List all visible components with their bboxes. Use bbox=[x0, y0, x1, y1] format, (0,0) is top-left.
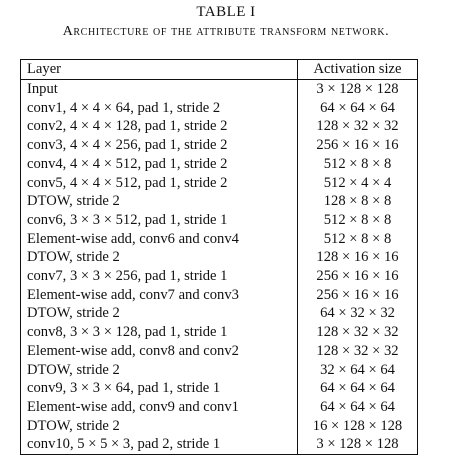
layer-cell: DTOW, stride 2 bbox=[20, 360, 298, 380]
table-row: conv8, 3 × 3 × 128, pad 1, stride 1 128 ×… bbox=[20, 323, 418, 342]
layer-cell: conv5, 4 × 4 × 512, pad 1, stride 2 bbox=[20, 173, 298, 193]
layer-cell: conv1, 4 × 4 × 64, pad 1, stride 2 bbox=[20, 98, 298, 118]
layer-cell: DTOW, stride 2 bbox=[20, 304, 298, 324]
table-row: DTOW, stride 2 128 × 8 × 8 bbox=[20, 192, 418, 211]
table-title: Architecture of the attribute transform … bbox=[62, 24, 390, 39]
table-header-row: Layer Activation size bbox=[20, 59, 418, 80]
layer-cell: Element-wise add, conv7 and conv3 bbox=[20, 285, 298, 305]
activation-size-cell: 512 × 4 × 4 bbox=[297, 173, 418, 193]
table-row: DTOW, stride 2 16 × 128 × 128 bbox=[20, 416, 418, 436]
table-caption: TABLE I Architecture of the attribute tr… bbox=[0, 4, 452, 40]
table-row: Input 3 × 128 × 128 bbox=[20, 79, 418, 99]
table-row: Element-wise add, conv9 and conv1 64 × 64… bbox=[20, 397, 418, 417]
activation-size-cell: 32 × 64 × 64 bbox=[297, 360, 418, 380]
table-row: conv3, 4 × 4 × 256, pad 1, stride 2 256 ×… bbox=[20, 136, 418, 155]
layer-cell: conv6, 3 × 3 × 512, pad 1, stride 1 bbox=[20, 210, 298, 230]
activation-size-cell: 64 × 64 × 64 bbox=[297, 379, 418, 398]
layer-cell: conv3, 4 × 4 × 256, pad 1, stride 2 bbox=[20, 136, 298, 155]
table-row: conv2, 4 × 4 × 128, pad 1, stride 2 128 ×… bbox=[20, 117, 418, 137]
layer-cell: DTOW, stride 2 bbox=[20, 192, 298, 211]
layer-cell: conv2, 4 × 4 × 128, pad 1, stride 2 bbox=[20, 117, 298, 137]
activation-size-cell: 128 × 8 × 8 bbox=[297, 192, 418, 211]
layer-cell: conv4, 4 × 4 × 512, pad 1, stride 2 bbox=[20, 154, 298, 174]
table-row: conv4, 4 × 4 × 512, pad 1, stride 2 512 ×… bbox=[20, 154, 418, 174]
layer-cell: conv7, 3 × 3 × 256, pad 1, stride 1 bbox=[20, 267, 298, 286]
activation-size-cell: 64 × 64 × 64 bbox=[297, 397, 418, 417]
activation-size-cell: 512 × 8 × 8 bbox=[297, 154, 418, 174]
table-row: DTOW, stride 2 128 × 16 × 16 bbox=[20, 248, 418, 268]
activation-size-cell: 512 × 8 × 8 bbox=[297, 210, 418, 230]
activation-size-cell: 64 × 32 × 32 bbox=[297, 304, 418, 324]
layer-cell: Input bbox=[20, 79, 298, 99]
activation-size-cell: 128 × 32 × 32 bbox=[297, 323, 418, 342]
header-activation-size: Activation size bbox=[297, 59, 418, 80]
header-layer: Layer bbox=[20, 59, 298, 80]
table-label: TABLE I bbox=[196, 4, 256, 20]
activation-size-cell: 16 × 128 × 128 bbox=[297, 416, 418, 436]
table-row: conv7, 3 × 3 × 256, pad 1, stride 1 256 ×… bbox=[20, 267, 418, 286]
layer-cell: conv10, 5 × 5 × 3, pad 2, stride 1 bbox=[20, 435, 298, 456]
table-row: conv9, 3 × 3 × 64, pad 1, stride 1 64 × 6… bbox=[20, 379, 418, 398]
table-row: Element-wise add, conv6 and conv4 512 × 8… bbox=[20, 229, 418, 249]
layer-cell: DTOW, stride 2 bbox=[20, 416, 298, 436]
layer-cell: Element-wise add, conv9 and conv1 bbox=[20, 397, 298, 417]
layer-cell: DTOW, stride 2 bbox=[20, 248, 298, 268]
table-body: Input 3 × 128 × 128 conv1, 4 × 4 × 64, pad… bbox=[20, 79, 418, 456]
table-row: Element-wise add, conv7 and conv3 256 × 1… bbox=[20, 285, 418, 305]
table-row: conv5, 4 × 4 × 512, pad 1, stride 2 512 ×… bbox=[20, 173, 418, 193]
activation-size-cell: 3 × 128 × 128 bbox=[297, 79, 418, 99]
activation-size-cell: 64 × 64 × 64 bbox=[297, 98, 418, 118]
table-row: DTOW, stride 2 64 × 32 × 32 bbox=[20, 304, 418, 324]
table-row: conv1, 4 × 4 × 64, pad 1, stride 2 64 × 6… bbox=[20, 98, 418, 118]
table-row: DTOW, stride 2 32 × 64 × 64 bbox=[20, 360, 418, 380]
architecture-table: Layer Activation size Input 3 × 128 × 128… bbox=[20, 59, 418, 456]
activation-size-cell: 3 × 128 × 128 bbox=[297, 435, 418, 456]
table-row: Element-wise add, conv8 and conv2 128 × 3… bbox=[20, 341, 418, 361]
activation-size-cell: 256 × 16 × 16 bbox=[297, 136, 418, 155]
layer-cell: conv9, 3 × 3 × 64, pad 1, stride 1 bbox=[20, 379, 298, 398]
activation-size-cell: 128 × 32 × 32 bbox=[297, 341, 418, 361]
activation-size-cell: 512 × 8 × 8 bbox=[297, 229, 418, 249]
activation-size-cell: 256 × 16 × 16 bbox=[297, 267, 418, 286]
activation-size-cell: 128 × 16 × 16 bbox=[297, 248, 418, 268]
layer-cell: Element-wise add, conv8 and conv2 bbox=[20, 341, 298, 361]
layer-cell: conv8, 3 × 3 × 128, pad 1, stride 1 bbox=[20, 323, 298, 342]
activation-size-cell: 128 × 32 × 32 bbox=[297, 117, 418, 137]
table-row: conv6, 3 × 3 × 512, pad 1, stride 1 512 ×… bbox=[20, 210, 418, 230]
activation-size-cell: 256 × 16 × 16 bbox=[297, 285, 418, 305]
layer-cell: Element-wise add, conv6 and conv4 bbox=[20, 229, 298, 249]
